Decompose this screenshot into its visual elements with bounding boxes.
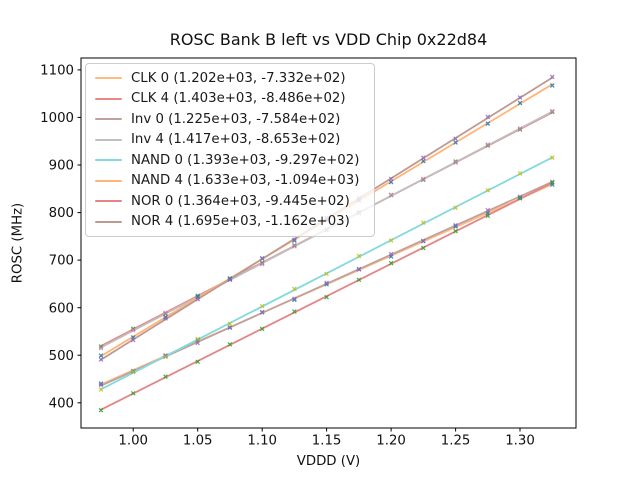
legend-label: NOR 0 (1.364e+03, -9.445e+02) xyxy=(131,193,350,209)
legend-item-clk-4: CLK 4 (1.403e+03, -8.486e+02) xyxy=(94,89,366,109)
legend-item-inv-0: Inv 0 (1.225e+03, -7.584e+02) xyxy=(94,109,366,129)
x-tick-label: 1.25 xyxy=(441,434,471,449)
axes-frame xyxy=(80,57,577,429)
legend-item-nor-4: NOR 4 (1.695e+03, -1.162e+03) xyxy=(94,212,366,232)
legend-item-clk-0: CLK 0 (1.202e+03, -7.332e+02) xyxy=(94,68,366,88)
legend-line-swatch xyxy=(95,118,122,121)
y-tick-label: 500 xyxy=(49,349,74,364)
legend-label: Inv 0 (1.225e+03, -7.584e+02) xyxy=(131,111,341,127)
legend-line-swatch xyxy=(95,77,122,80)
legend-line-swatch xyxy=(95,97,122,100)
x-tick-label: 1.30 xyxy=(505,434,535,449)
markers-nor-0 xyxy=(98,180,555,413)
legend-label: Inv 4 (1.417e+03, -8.653e+02) xyxy=(131,132,341,148)
y-axis-label: ROSC (MHz) xyxy=(10,202,26,284)
x-tick-label: 1.05 xyxy=(183,434,213,449)
legend-line-swatch xyxy=(95,220,122,223)
chart-title: ROSC Bank B left vs VDD Chip 0x22d84 xyxy=(169,30,488,49)
y-tick-label: 1100 xyxy=(40,64,74,79)
legend-item-nand-0: NAND 0 (1.393e+03, -9.297e+02) xyxy=(94,150,366,170)
legend-line-swatch xyxy=(95,200,122,203)
y-tick-label: 700 xyxy=(49,254,74,269)
legend-item-inv-4: Inv 4 (1.417e+03, -8.653e+02) xyxy=(94,130,366,150)
x-axis-label: VDDD (V) xyxy=(296,454,361,469)
legend-item-nand-4: NAND 4 (1.633e+03, -1.094e+03) xyxy=(94,171,366,191)
x-tick-label: 1.15 xyxy=(312,434,342,449)
legend-label: CLK 4 (1.403e+03, -8.486e+02) xyxy=(131,91,346,107)
legend-line-swatch xyxy=(95,138,122,141)
x-tick-label: 1.00 xyxy=(118,434,148,449)
legend-label: NAND 0 (1.393e+03, -9.297e+02) xyxy=(131,152,360,168)
legend-item-nor-0: NOR 0 (1.364e+03, -9.445e+02) xyxy=(94,191,366,211)
legend-line-swatch xyxy=(95,159,122,162)
y-tick-label: 800 xyxy=(49,206,74,221)
legend-label: NAND 4 (1.633e+03, -1.094e+03) xyxy=(131,173,360,189)
legend-label: NOR 4 (1.695e+03, -1.162e+03) xyxy=(131,214,350,230)
x-tick-label: 1.20 xyxy=(376,434,406,449)
x-tick-label: 1.10 xyxy=(247,434,277,449)
y-tick-label: 600 xyxy=(49,301,74,316)
legend-label: CLK 0 (1.202e+03, -7.332e+02) xyxy=(131,70,346,86)
legend: CLK 0 (1.202e+03, -7.332e+02) CLK 4 (1.40… xyxy=(85,63,375,237)
y-tick-label: 1000 xyxy=(40,111,74,126)
legend-line-swatch xyxy=(95,179,122,182)
markers-nand-0 xyxy=(98,155,555,392)
y-tick-label: 400 xyxy=(49,396,74,411)
fit-line-nor-0 xyxy=(100,181,554,411)
y-tick-label: 900 xyxy=(49,159,74,174)
